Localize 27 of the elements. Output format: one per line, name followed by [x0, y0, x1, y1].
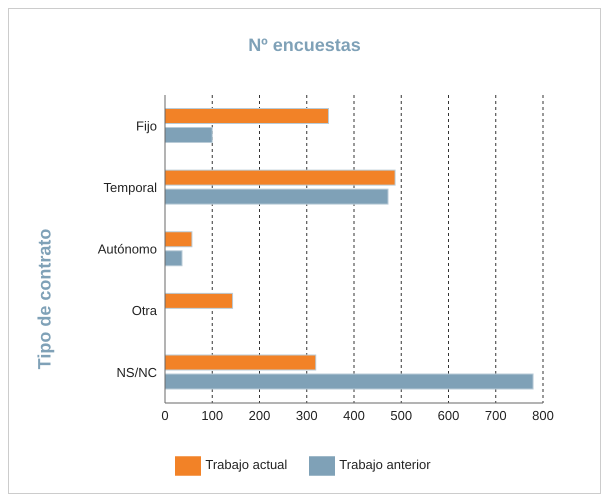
x-tick-label: 700	[484, 408, 507, 424]
x-tick-label: 400	[343, 408, 365, 424]
bar	[165, 373, 534, 390]
y-tick-label: Otra	[132, 303, 158, 318]
x-tick-label: 200	[248, 408, 270, 424]
bar	[165, 188, 389, 205]
bar	[165, 127, 213, 144]
legend-label: Trabajo actual	[205, 457, 288, 472]
legend-label: Trabajo anterior	[339, 457, 431, 472]
bar	[165, 250, 183, 266]
x-tick-label: 300	[296, 408, 318, 424]
y-tick-label: Temporal	[104, 180, 158, 196]
bar	[165, 292, 234, 309]
bar	[165, 170, 396, 186]
y-tick-label: NS/NC	[116, 364, 157, 380]
y-tick-label: Autónomo	[98, 242, 157, 257]
bar	[165, 354, 316, 370]
bar	[165, 108, 329, 124]
x-tick-label: 0	[161, 408, 169, 424]
chart-title: Nº encuestas	[247, 35, 362, 56]
x-tick-label: 500	[390, 408, 412, 424]
y-axis-title: Tipo de contrato	[34, 228, 56, 370]
x-tick-label: 100	[201, 408, 224, 424]
y-tick-label: Fijo	[136, 118, 157, 134]
x-tick-label: 800	[532, 408, 554, 424]
bar	[165, 231, 192, 248]
x-tick-label: 600	[438, 408, 460, 424]
